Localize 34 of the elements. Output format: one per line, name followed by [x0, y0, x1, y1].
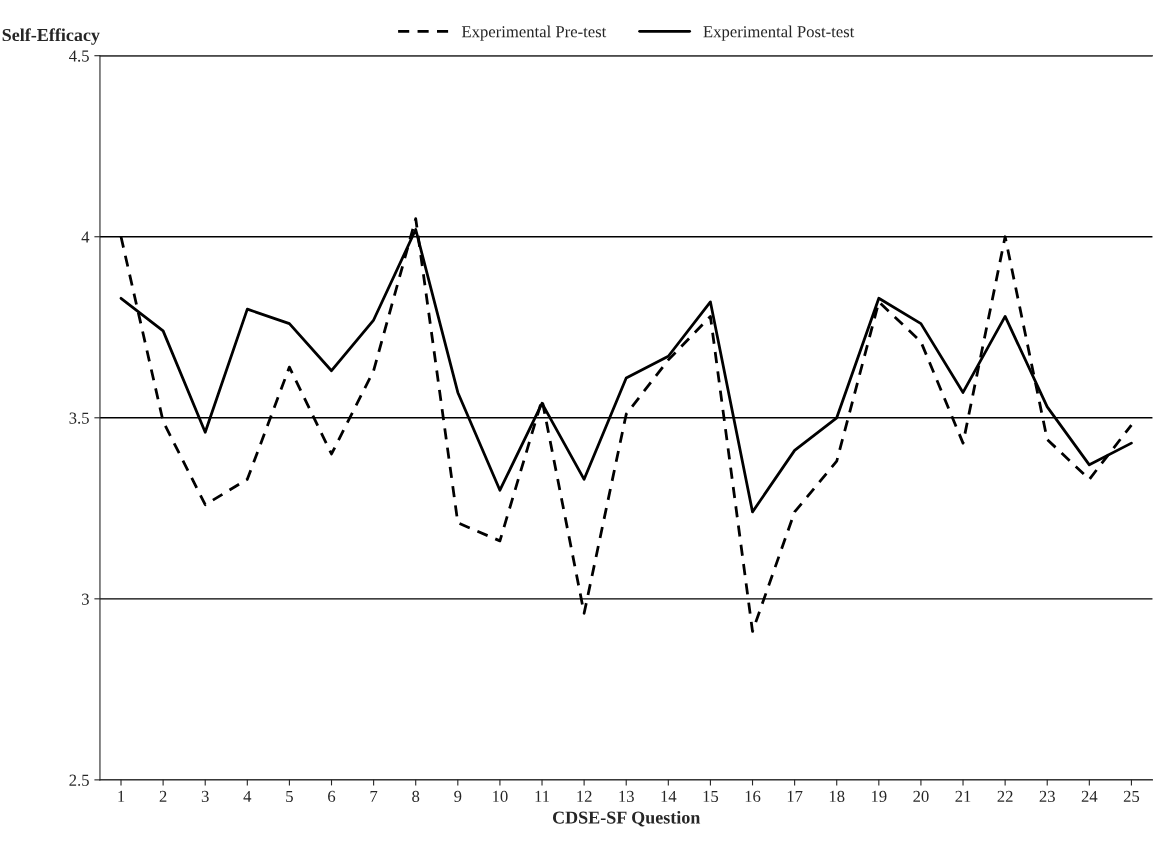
y-tick-label: 3 — [82, 593, 89, 605]
y-tick-label: 4.5 — [69, 50, 89, 62]
y-tick-label: 3.5 — [69, 412, 89, 424]
x-tick-label: 14 — [661, 790, 677, 802]
x-tick-label: 2 — [159, 790, 167, 802]
x-tick-label: 12 — [577, 790, 592, 802]
x-tick-label: 15 — [703, 790, 719, 803]
x-tick-label: 1 — [118, 790, 125, 802]
x-tick-label: 7 — [370, 790, 378, 802]
x-tick-label: 23 — [1039, 790, 1055, 803]
x-tick-label: 24 — [1081, 790, 1098, 802]
x-tick-label: 9 — [454, 790, 462, 803]
x-axis-title: CDSE-SF Question — [552, 810, 701, 827]
y-tick-label: 4 — [81, 231, 90, 243]
x-tick-label: 11 — [535, 790, 550, 802]
x-tick-label: 21 — [955, 790, 971, 802]
x-tick-label: 19 — [871, 790, 887, 803]
x-tick-label: 4 — [243, 790, 252, 802]
legend-label: Experimental Post-test — [703, 25, 855, 41]
x-tick-label: 18 — [829, 790, 845, 803]
x-tick-label: 25 — [1123, 790, 1140, 803]
y-axis-title: Self-Efficacy — [2, 28, 100, 45]
x-tick-label: 6 — [328, 790, 336, 803]
x-tick-label: 22 — [997, 790, 1013, 802]
x-tick-label: 5 — [286, 790, 293, 803]
x-tick-label: 20 — [913, 790, 929, 803]
y-tick-label: 2.5 — [69, 774, 89, 786]
x-tick-label: 10 — [493, 790, 508, 803]
x-tick-label: 3 — [201, 790, 209, 803]
x-tick-label: 13 — [619, 790, 634, 803]
legend-label: Experimental Pre-test — [461, 25, 607, 41]
x-tick-label: 8 — [412, 790, 420, 803]
x-tick-label: 16 — [745, 790, 761, 803]
x-tick-label: 17 — [787, 790, 803, 802]
